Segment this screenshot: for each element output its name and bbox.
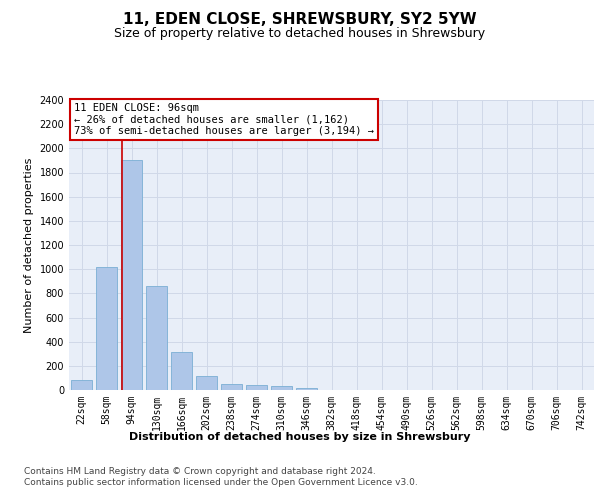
Bar (271, 386, 292, 390)
Text: Distribution of detached houses by size in Shrewsbury: Distribution of detached houses by size … (129, 432, 471, 442)
Text: Size of property relative to detached houses in Shrewsbury: Size of property relative to detached ho… (115, 28, 485, 40)
Bar (171, 352, 192, 390)
Bar (196, 376, 217, 390)
Bar (246, 385, 267, 390)
Text: Contains HM Land Registry data © Crown copyright and database right 2024.
Contai: Contains HM Land Registry data © Crown c… (24, 468, 418, 487)
Text: 11 EDEN CLOSE: 96sqm
← 26% of detached houses are smaller (1,162)
73% of semi-de: 11 EDEN CLOSE: 96sqm ← 26% of detached h… (74, 103, 374, 136)
Bar (296, 388, 317, 390)
Text: 11, EDEN CLOSE, SHREWSBURY, SY2 5YW: 11, EDEN CLOSE, SHREWSBURY, SY2 5YW (123, 12, 477, 28)
Y-axis label: Number of detached properties: Number of detached properties (24, 158, 34, 332)
Bar (121, 160, 142, 390)
Bar (146, 286, 167, 390)
Bar (96, 267, 117, 390)
Bar (71, 380, 92, 390)
Bar (221, 384, 242, 390)
